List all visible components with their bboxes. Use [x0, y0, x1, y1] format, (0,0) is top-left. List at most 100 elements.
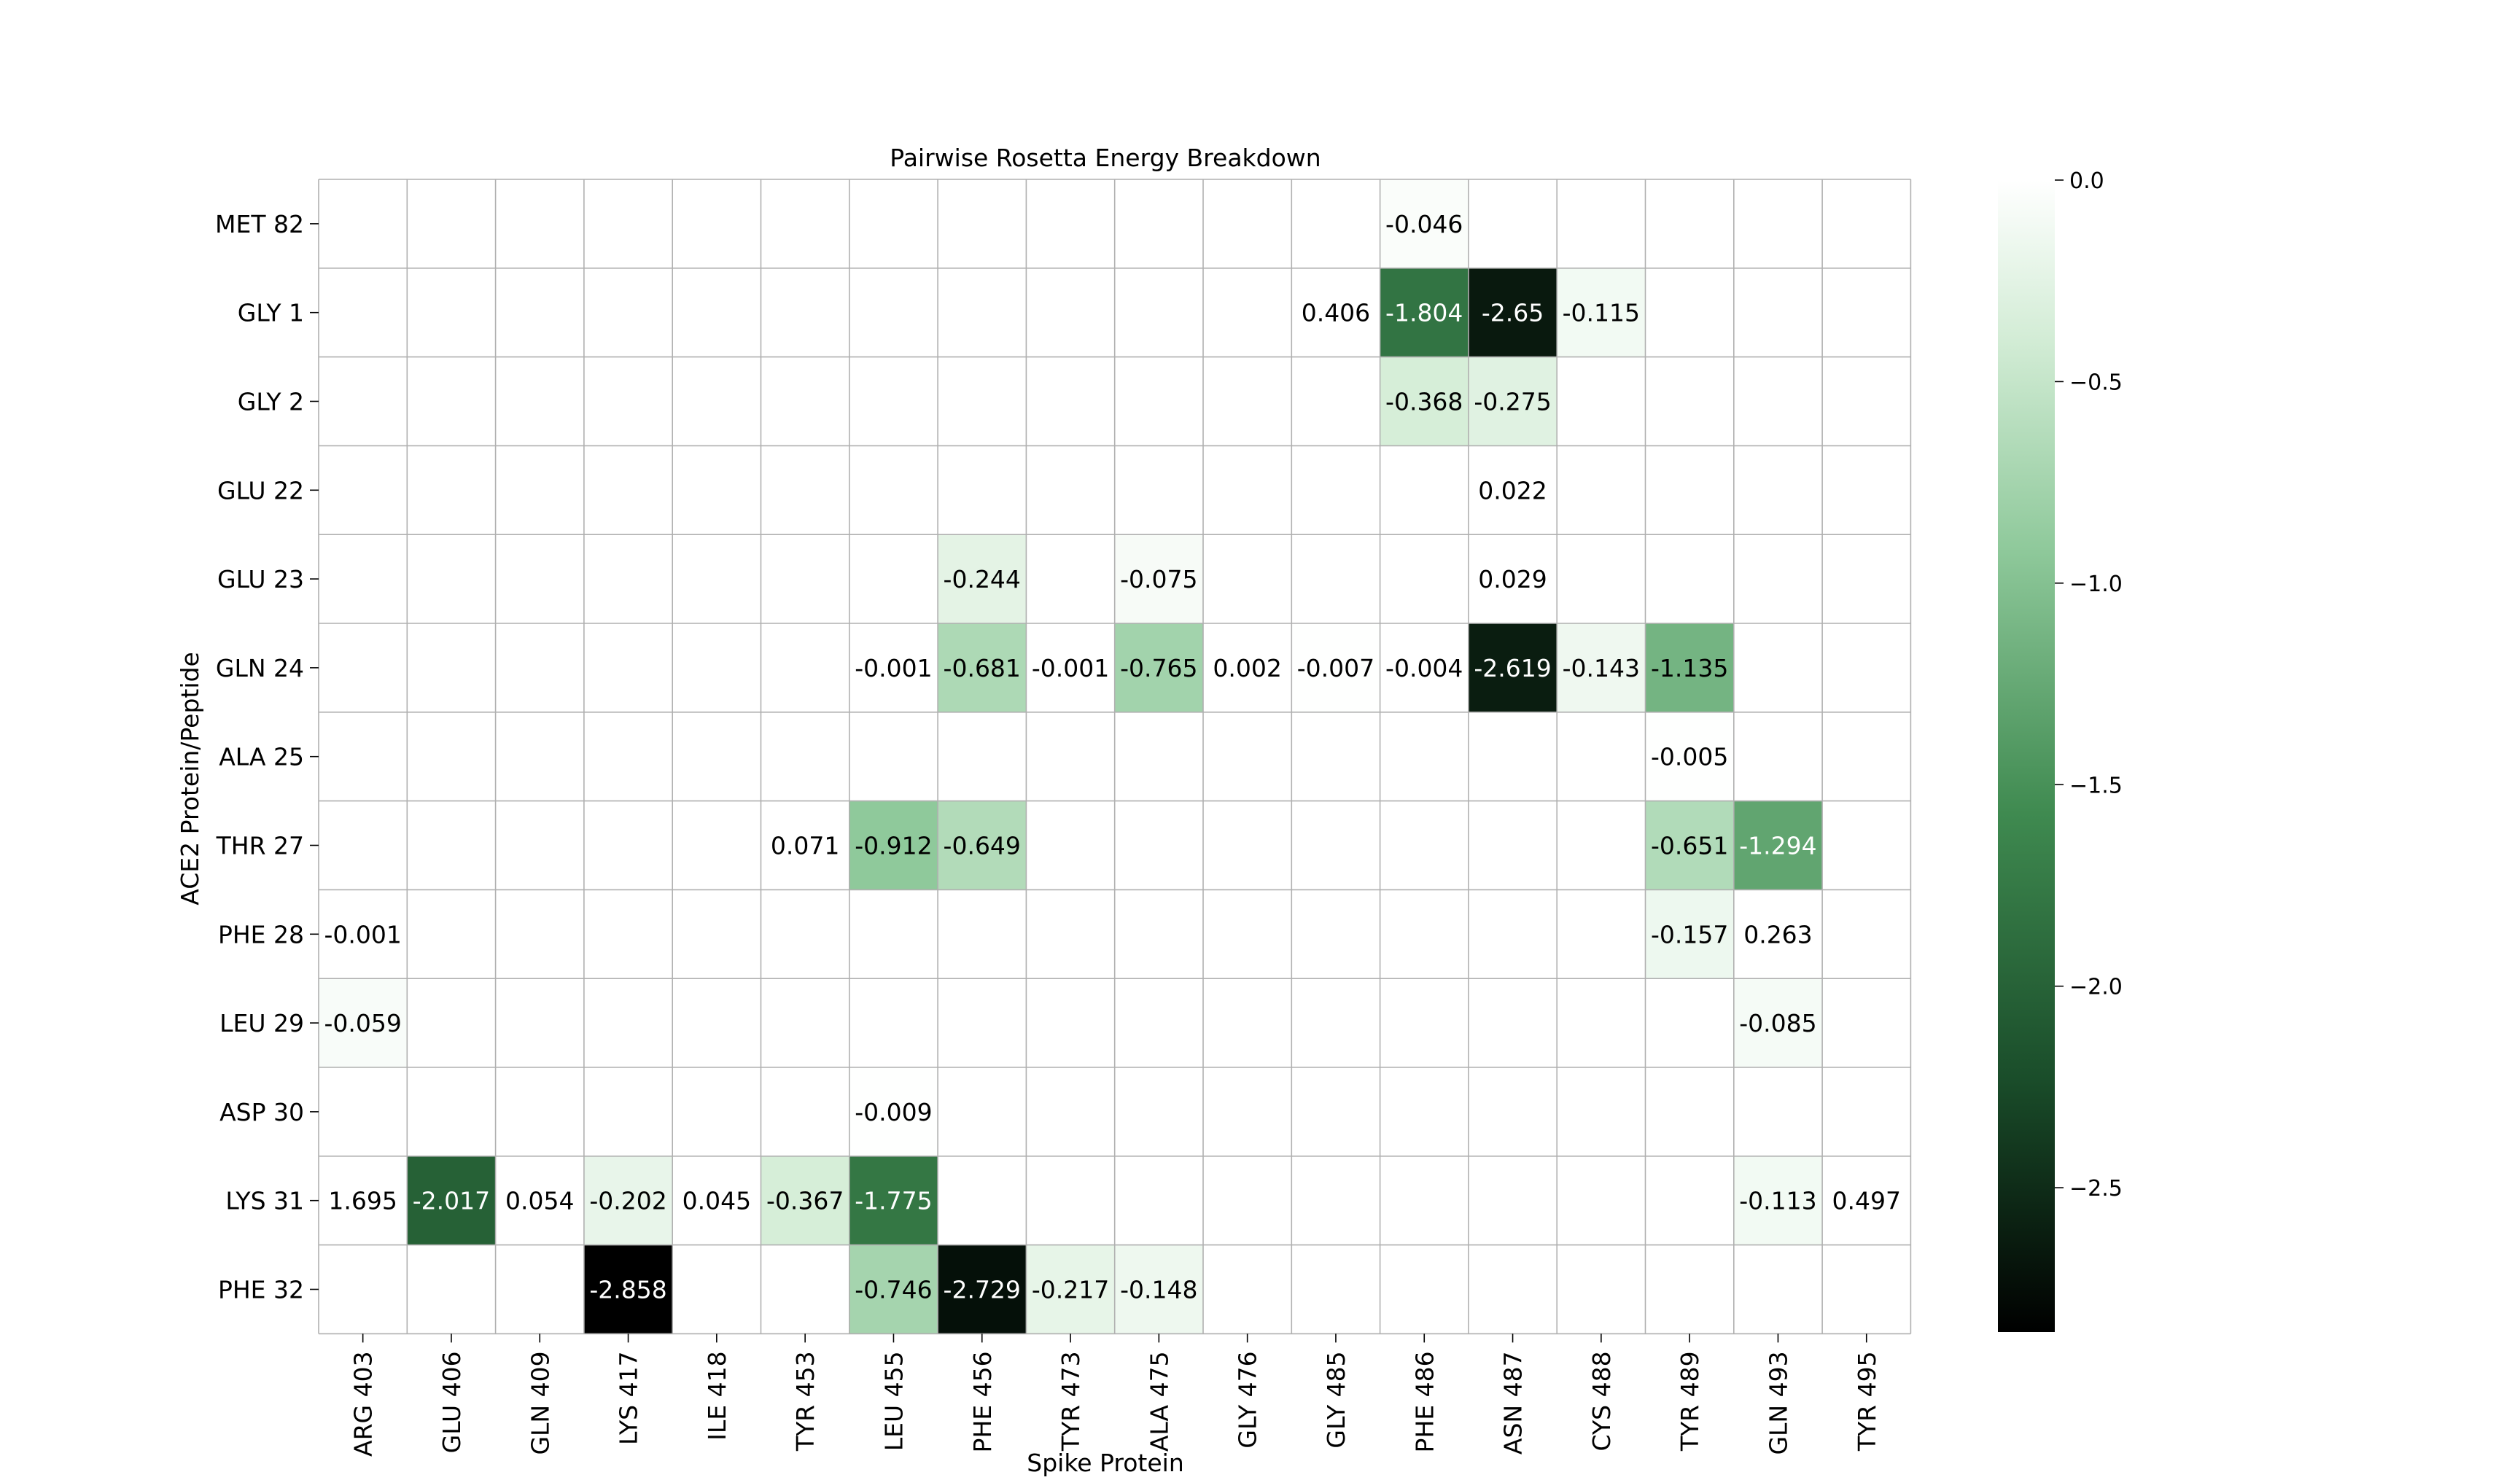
heatmap-cell	[1114, 623, 1203, 712]
heatmap-cell	[849, 801, 938, 890]
x-tick-label: CYS 488	[1587, 1351, 1616, 1451]
x-tick-label: GLN 493	[1764, 1351, 1792, 1454]
heatmap-cell	[849, 1067, 938, 1156]
colorbar-tick-label: −0.5	[2069, 370, 2123, 395]
cell-value-label: -0.005	[1651, 743, 1728, 771]
heatmap-cell	[1291, 268, 1380, 357]
cell-value-label: -0.746	[855, 1276, 932, 1304]
x-tick-label: GLU 406	[438, 1351, 466, 1453]
cell-value-label: 0.071	[771, 832, 839, 860]
y-tick-label: LEU 29	[219, 1009, 304, 1037]
heatmap-cell	[407, 1156, 496, 1245]
y-tick-label: THR 27	[216, 832, 304, 860]
x-tick-label: PHE 486	[1410, 1351, 1439, 1452]
heatmap-cell	[319, 978, 408, 1067]
heatmap-cell	[1557, 623, 1646, 712]
cell-value-label: 0.497	[1832, 1187, 1901, 1215]
colorbar-ticks: 0.0 −0.5 −1.0 −1.5 −2.0 −2.5	[2055, 168, 2123, 1201]
cell-value-label: -0.681	[944, 654, 1021, 682]
cell-value-label: 0.029	[1478, 565, 1547, 593]
cell-value-label: -0.001	[855, 654, 932, 682]
cell-value-label: 0.022	[1478, 476, 1547, 505]
cell-value-label: -0.649	[944, 832, 1021, 860]
cell-value-label: -1.294	[1739, 832, 1816, 860]
heatmap-cell	[938, 1245, 1027, 1334]
y-tick-label: MET 82	[215, 210, 304, 238]
heatmap-cell	[938, 534, 1027, 623]
cell-value-label: -0.115	[1563, 299, 1640, 327]
cell-value-label: -0.059	[324, 1009, 401, 1037]
y-tick-label: ASP 30	[219, 1098, 304, 1126]
heatmap-cell	[1557, 268, 1646, 357]
x-tick-label: ALA 475	[1145, 1351, 1173, 1452]
heatmap-cell	[1203, 623, 1292, 712]
cell-value-label: -0.113	[1739, 1187, 1816, 1215]
cell-value-label: -2.858	[589, 1276, 666, 1304]
heatmap-cell	[849, 623, 938, 712]
x-tick-label: TYR 495	[1853, 1351, 1881, 1452]
y-tick-label: GLY 1	[238, 299, 304, 327]
cell-value-label: -2.65	[1482, 299, 1544, 327]
cell-value-label: -0.244	[944, 565, 1021, 593]
heatmap-cell	[1114, 1245, 1203, 1334]
heatmap-cell	[1733, 1156, 1823, 1245]
heatmap-cell	[1291, 623, 1380, 712]
chart-title: Pairwise Rosetta Energy Breakdown	[890, 144, 1321, 172]
cell-value-label: 0.263	[1743, 920, 1812, 949]
heatmap-cell	[1733, 801, 1823, 890]
heatmap-cell	[583, 1156, 673, 1245]
heatmap-cell	[849, 1245, 938, 1334]
heatmap-grid	[318, 179, 1912, 1335]
cell-value-label: -0.009	[855, 1098, 932, 1126]
cell-value-label: -0.007	[1297, 654, 1374, 682]
x-tick-label: PHE 456	[968, 1351, 997, 1452]
heatmap-cell	[319, 889, 408, 979]
y-tick-label: GLU 23	[217, 565, 304, 593]
cell-value-label: -1.804	[1385, 299, 1463, 327]
cell-value-label: -0.004	[1385, 654, 1463, 682]
cell-value-label: -0.001	[1032, 654, 1109, 682]
y-tick-label: LYS 31	[225, 1187, 304, 1215]
cell-value-label: -0.765	[1120, 654, 1197, 682]
heatmap-cell	[495, 1156, 584, 1245]
x-tick-label: TYR 453	[791, 1351, 820, 1452]
cell-value-label: 0.002	[1213, 654, 1281, 682]
x-tick-label: LEU 455	[879, 1351, 908, 1451]
heatmap-cell	[1733, 889, 1823, 979]
heatmap-cell	[1380, 268, 1469, 357]
heatmap-cell	[1026, 623, 1115, 712]
heatmap-cell	[938, 623, 1027, 712]
colorbar-tick-label: −1.5	[2069, 773, 2123, 798]
cell-value-label: 0.406	[1302, 299, 1370, 327]
heatmap-cells	[319, 179, 1911, 1334]
x-tick-label: TYR 489	[1676, 1351, 1704, 1452]
cell-value-label: -0.368	[1385, 388, 1463, 416]
cell-value-label: -0.651	[1651, 832, 1728, 860]
x-tick-label: GLN 409	[526, 1351, 554, 1454]
cell-value-label: -0.075	[1120, 565, 1197, 593]
colorbar: 0.0 −0.5 −1.0 −1.5 −2.0 −2.5	[1998, 168, 2123, 1332]
y-tick-label: PHE 28	[218, 920, 304, 949]
heatmap-cell	[849, 1156, 938, 1245]
x-tick-label: ARG 403	[349, 1351, 378, 1457]
heatmap-cell	[1645, 801, 1734, 890]
y-axis-label: ACE2 Protein/Peptide	[176, 652, 204, 905]
y-tick-label: PHE 32	[218, 1276, 304, 1304]
heatmap-cell	[1645, 712, 1734, 801]
y-tick-label: GLU 22	[217, 476, 304, 505]
colorbar-tick-label: −2.0	[2069, 975, 2123, 1000]
cell-value-label: -0.217	[1032, 1276, 1109, 1304]
heatmap-cell	[1026, 1245, 1115, 1334]
cell-value-label: -0.157	[1651, 920, 1728, 949]
cell-value-label: -0.085	[1739, 1009, 1816, 1037]
cell-value-label: -0.202	[589, 1187, 666, 1215]
cell-value-label: -0.046	[1385, 210, 1463, 238]
cell-value-labels: -0.046 0.406 -1.804 -2.65 -0.115 -0.368 -0.275…	[324, 210, 1901, 1304]
cell-value-label: -2.017	[413, 1187, 490, 1215]
y-axis-ticks: MET 82 GLY 1 GLY 2 GLU 22 GLU 23 GLN 24 ALA 25…	[215, 210, 319, 1304]
heatmap-cell	[1733, 978, 1823, 1067]
cell-value-label: 0.045	[682, 1187, 751, 1215]
heatmap-cell	[583, 1245, 673, 1334]
